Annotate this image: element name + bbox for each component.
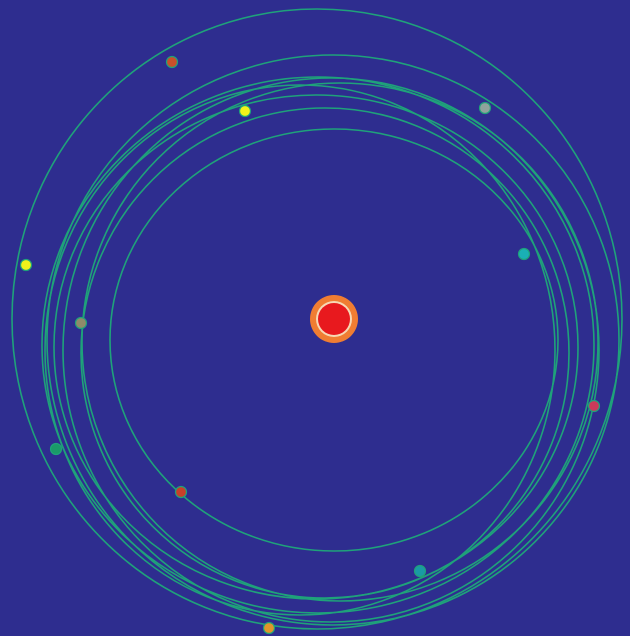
orbit-path-1 — [11, 8, 623, 630]
orbit-path-6 — [53, 94, 579, 600]
orbit-paths — [11, 8, 623, 630]
planet-1[interactable] — [165, 55, 179, 69]
planet-4[interactable] — [19, 258, 33, 272]
orbit-path-8 — [109, 128, 559, 552]
planet-9[interactable] — [174, 485, 188, 499]
orbit-path-9 — [44, 84, 556, 616]
planet-11[interactable] — [262, 621, 276, 635]
planet-2[interactable] — [238, 104, 252, 118]
planet-5[interactable] — [517, 247, 531, 261]
planet-7[interactable] — [587, 399, 601, 413]
central-star[interactable] — [310, 295, 358, 343]
planet-6[interactable] — [74, 316, 88, 330]
planet-group — [19, 55, 601, 635]
planet-8[interactable] — [49, 442, 63, 456]
star-core — [318, 303, 350, 335]
orbit-path-7 — [80, 107, 570, 599]
orbit-path-4 — [41, 76, 595, 614]
planet-3[interactable] — [478, 101, 492, 115]
planet-10[interactable] — [413, 564, 427, 578]
orbit-path-2 — [46, 54, 620, 626]
